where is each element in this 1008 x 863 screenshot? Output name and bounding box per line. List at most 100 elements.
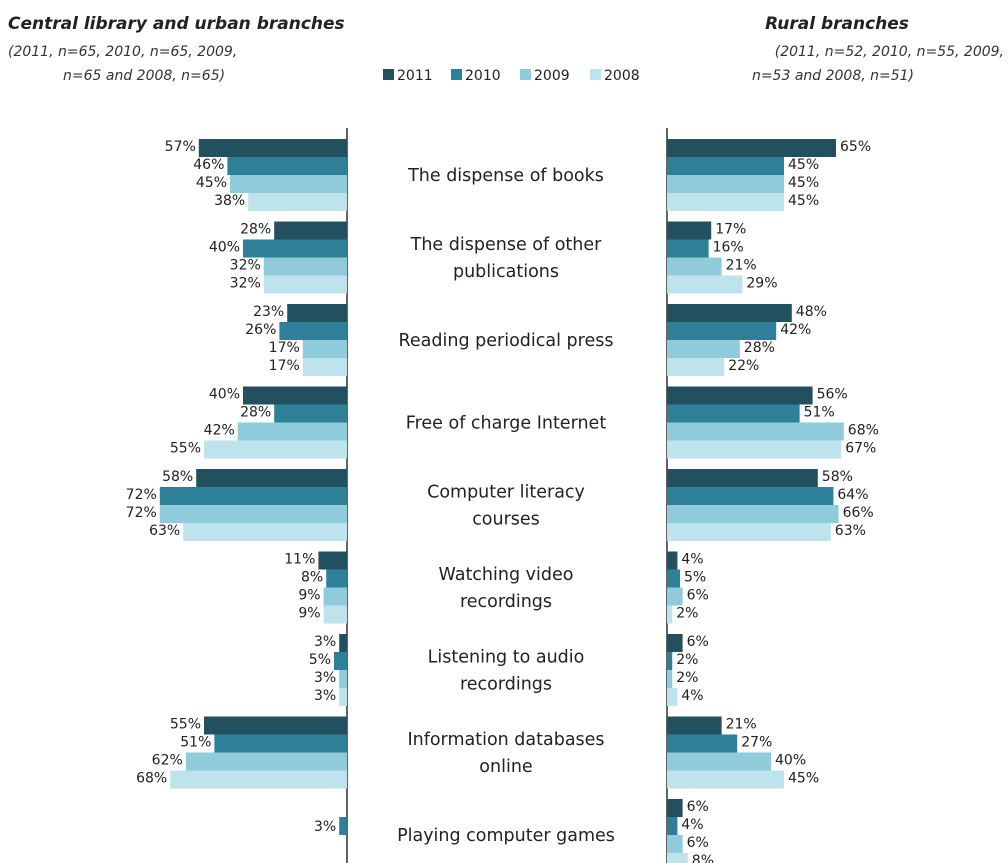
category-label-computer-literacy-courses-line-2: courses: [472, 510, 540, 530]
bar-left-information-databases-online-2009: [186, 753, 347, 771]
bar-left-listening-to-audio-recordings-2008: [339, 688, 347, 706]
bar-left-the-dispense-of-books-2010: [227, 157, 347, 175]
bar-right-computer-literacy-courses-2009: [667, 505, 839, 523]
value-label-right-the-dispense-of-other-publications-2008: 29%: [746, 276, 777, 292]
legend-label-2010: 2010: [465, 68, 501, 84]
value-label-left-information-databases-online-2011: 55%: [170, 717, 201, 733]
value-label-left-free-of-charge-internet-2008: 55%: [170, 441, 201, 457]
category-label-information-databases-online-line-1: Information databases: [407, 730, 604, 750]
value-label-right-information-databases-online-2009: 40%: [775, 753, 806, 769]
value-label-right-playing-computer-games-2011: 6%: [687, 799, 709, 815]
value-label-right-computer-literacy-courses-2009: 66%: [843, 505, 874, 521]
category-label-listening-to-audio-recordings-line-2: recordings: [460, 675, 552, 695]
bar-right-playing-computer-games-2010: [667, 817, 677, 835]
legend-label-2011: 2011: [397, 68, 433, 84]
bar-left-watching-video-recordings-2008: [324, 606, 347, 624]
bar-right-listening-to-audio-recordings-2011: [667, 634, 683, 652]
bar-left-free-of-charge-internet-2011: [243, 387, 347, 405]
value-label-left-listening-to-audio-recordings-2011: 3%: [314, 634, 336, 650]
bar-right-free-of-charge-internet-2008: [667, 441, 841, 459]
bar-right-reading-periodical-press-2009: [667, 340, 740, 358]
left-panel-title: Central library and urban branches: [8, 14, 345, 34]
bar-left-listening-to-audio-recordings-2009: [339, 670, 347, 688]
bar-left-watching-video-recordings-2010: [326, 570, 347, 588]
value-label-left-listening-to-audio-recordings-2009: 3%: [314, 670, 336, 686]
value-label-left-watching-video-recordings-2008: 9%: [298, 606, 320, 622]
bar-right-watching-video-recordings-2010: [667, 570, 680, 588]
value-label-left-the-dispense-of-books-2011: 57%: [165, 139, 196, 155]
bar-left-information-databases-online-2008: [170, 771, 347, 789]
right-panel-subtitle-line-1: (2011, n=52, 2010, n=55, 2009,: [775, 44, 1004, 60]
bar-right-information-databases-online-2009: [667, 753, 771, 771]
value-label-right-the-dispense-of-other-publications-2010: 16%: [713, 240, 744, 256]
value-label-left-computer-literacy-courses-2011: 58%: [162, 469, 193, 485]
bar-right-playing-computer-games-2009: [667, 835, 683, 853]
bar-right-listening-to-audio-recordings-2008: [667, 688, 677, 706]
value-label-left-computer-literacy-courses-2010: 72%: [126, 487, 157, 503]
value-label-right-free-of-charge-internet-2009: 68%: [848, 423, 879, 439]
value-label-right-free-of-charge-internet-2011: 56%: [817, 387, 848, 403]
bar-left-watching-video-recordings-2011: [318, 552, 347, 570]
value-label-left-the-dispense-of-other-publications-2011: 28%: [240, 222, 271, 238]
bar-right-playing-computer-games-2011: [667, 799, 683, 817]
value-label-right-listening-to-audio-recordings-2011: 6%: [687, 634, 709, 650]
legend-swatch-2010: [451, 69, 462, 80]
value-label-right-information-databases-online-2011: 21%: [726, 717, 757, 733]
bar-left-free-of-charge-internet-2010: [274, 405, 347, 423]
legend-swatch-2008: [590, 69, 601, 80]
bar-left-computer-literacy-courses-2010: [160, 487, 347, 505]
value-label-right-watching-video-recordings-2011: 4%: [681, 552, 703, 568]
bar-right-the-dispense-of-books-2009: [667, 175, 784, 193]
value-label-right-reading-periodical-press-2008: 22%: [728, 358, 759, 374]
value-label-right-information-databases-online-2010: 27%: [741, 735, 772, 751]
value-label-left-listening-to-audio-recordings-2008: 3%: [314, 688, 336, 704]
bar-left-the-dispense-of-books-2011: [199, 139, 347, 157]
category-label-playing-computer-games: Playing computer games: [397, 826, 615, 846]
right-panel-title: Rural branches: [765, 14, 909, 34]
legend-label-2009: 2009: [534, 68, 570, 84]
category-label-computer-literacy-courses-line-1: Computer literacy: [427, 483, 585, 503]
left-panel-subtitle-line-2: n=65 and 2008, n=65): [63, 68, 225, 84]
category-label-reading-periodical-press: Reading periodical press: [399, 331, 614, 351]
value-label-right-the-dispense-of-books-2011: 65%: [840, 139, 871, 155]
category-label-information-databases-online-line-2: online: [479, 757, 532, 777]
bar-left-reading-periodical-press-2010: [279, 322, 347, 340]
bar-left-information-databases-online-2011: [204, 717, 347, 735]
category-label-the-dispense-of-other-publications-line-1: The dispense of other: [410, 235, 602, 255]
bar-right-watching-video-recordings-2008: [667, 606, 672, 624]
value-label-left-the-dispense-of-other-publications-2009: 32%: [230, 258, 261, 274]
value-label-left-watching-video-recordings-2010: 8%: [301, 570, 323, 586]
value-label-right-watching-video-recordings-2008: 2%: [676, 606, 698, 622]
value-label-right-reading-periodical-press-2011: 48%: [796, 304, 827, 320]
legend-swatch-2009: [520, 69, 531, 80]
value-label-left-reading-periodical-press-2009: 17%: [269, 340, 300, 356]
bar-left-free-of-charge-internet-2008: [204, 441, 347, 459]
category-label-the-dispense-of-books: The dispense of books: [407, 166, 604, 186]
value-label-left-information-databases-online-2010: 51%: [180, 735, 211, 751]
bar-left-listening-to-audio-recordings-2011: [339, 634, 347, 652]
category-label-listening-to-audio-recordings-line-1: Listening to audio: [428, 648, 585, 668]
value-label-left-reading-periodical-press-2008: 17%: [269, 358, 300, 374]
value-label-right-listening-to-audio-recordings-2009: 2%: [676, 670, 698, 686]
value-label-left-playing-computer-games-2010: 3%: [314, 819, 336, 835]
value-label-right-information-databases-online-2008: 45%: [788, 771, 819, 787]
bar-left-watching-video-recordings-2009: [324, 588, 347, 606]
value-label-right-the-dispense-of-other-publications-2009: 21%: [726, 258, 757, 274]
value-label-left-the-dispense-of-other-publications-2010: 40%: [209, 240, 240, 256]
bar-left-the-dispense-of-other-publications-2008: [264, 276, 347, 294]
bar-left-the-dispense-of-other-publications-2009: [264, 258, 347, 276]
value-label-left-listening-to-audio-recordings-2010: 5%: [309, 652, 331, 668]
value-label-left-reading-periodical-press-2011: 23%: [253, 304, 284, 320]
left-panel-subtitle-line-1: (2011, n=65, 2010, n=65, 2009,: [8, 44, 237, 60]
value-label-left-computer-literacy-courses-2008: 63%: [149, 523, 180, 539]
value-label-left-information-databases-online-2009: 62%: [152, 753, 183, 769]
value-label-right-free-of-charge-internet-2008: 67%: [845, 441, 876, 457]
bar-left-the-dispense-of-other-publications-2011: [274, 222, 347, 240]
value-label-right-the-dispense-of-books-2009: 45%: [788, 175, 819, 191]
value-label-right-the-dispense-of-books-2010: 45%: [788, 157, 819, 173]
value-label-left-free-of-charge-internet-2010: 28%: [240, 405, 271, 421]
bar-right-reading-periodical-press-2008: [667, 358, 724, 376]
value-label-left-free-of-charge-internet-2011: 40%: [209, 387, 240, 403]
value-label-right-computer-literacy-courses-2011: 58%: [822, 469, 853, 485]
